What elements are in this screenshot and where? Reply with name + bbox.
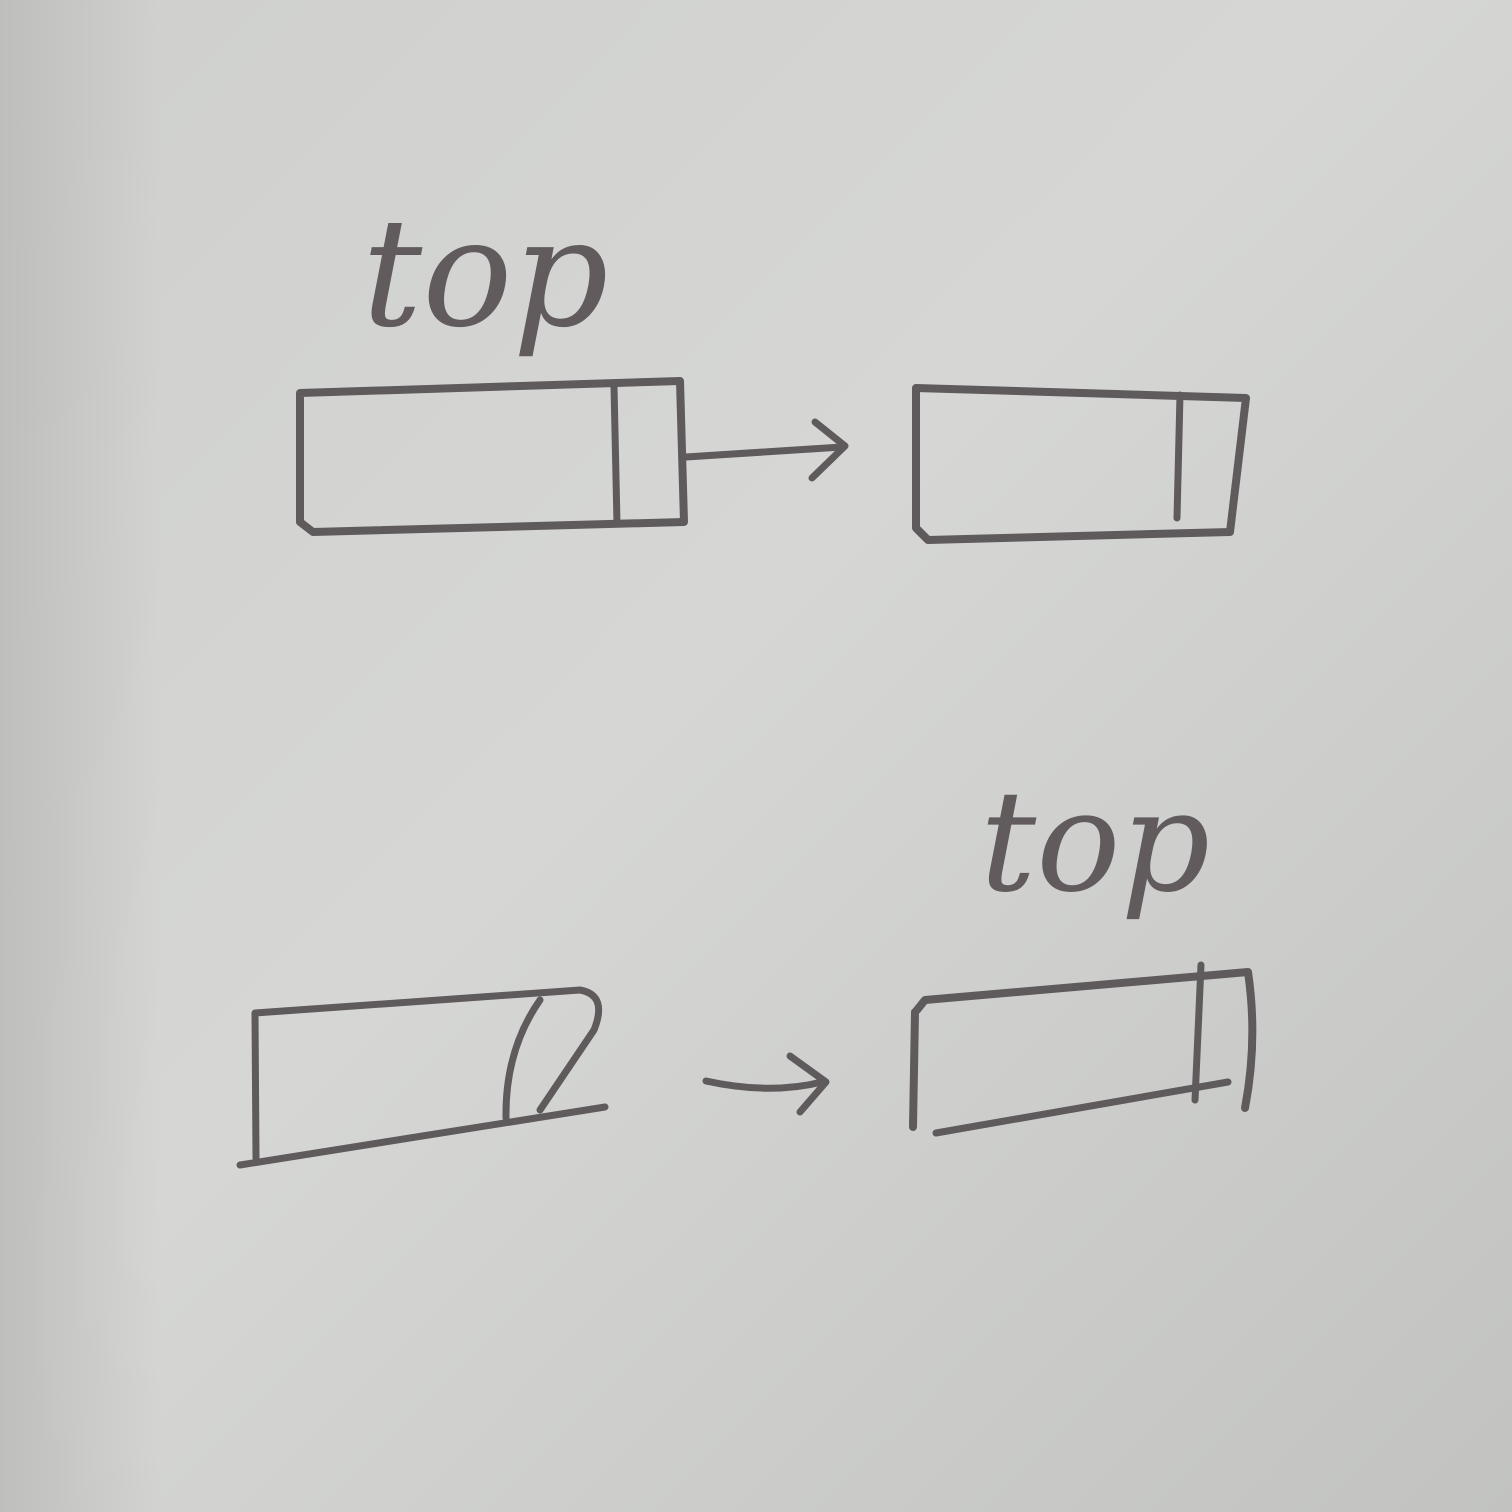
top-row-node-1	[296, 377, 688, 536]
bottom-row-arrow-shaft	[702, 1077, 826, 1092]
bottom-row-top-node-left-side	[909, 1008, 919, 1131]
top-row-arrow-head	[808, 418, 849, 482]
bottom-row-removed-node	[251, 986, 603, 1162]
bottom-row-top-node-base	[932, 1078, 1232, 1137]
bottom-row-removed-node-pointer-divider	[502, 996, 544, 1122]
top-row-top-label: top	[362, 187, 609, 361]
paper-edge-shadow	[0, 0, 160, 1512]
top-row-node-2-pointer-divider	[1173, 391, 1184, 522]
bottom-row-removed-node-base	[236, 1103, 609, 1169]
bottom-row-top-node-pointer-divider	[1191, 961, 1205, 1104]
top-row-arrow-shaft	[682, 443, 846, 461]
top-row-node-1-pointer-divider	[610, 382, 621, 528]
bottom-row-top-node	[913, 968, 1257, 1112]
bottom-row: top	[236, 761, 1257, 1169]
top-row: top	[296, 187, 1250, 544]
bottom-row-arrow-head	[786, 1052, 830, 1116]
bottom-row-top-label: top	[980, 761, 1210, 924]
top-row-node-2	[912, 384, 1250, 544]
